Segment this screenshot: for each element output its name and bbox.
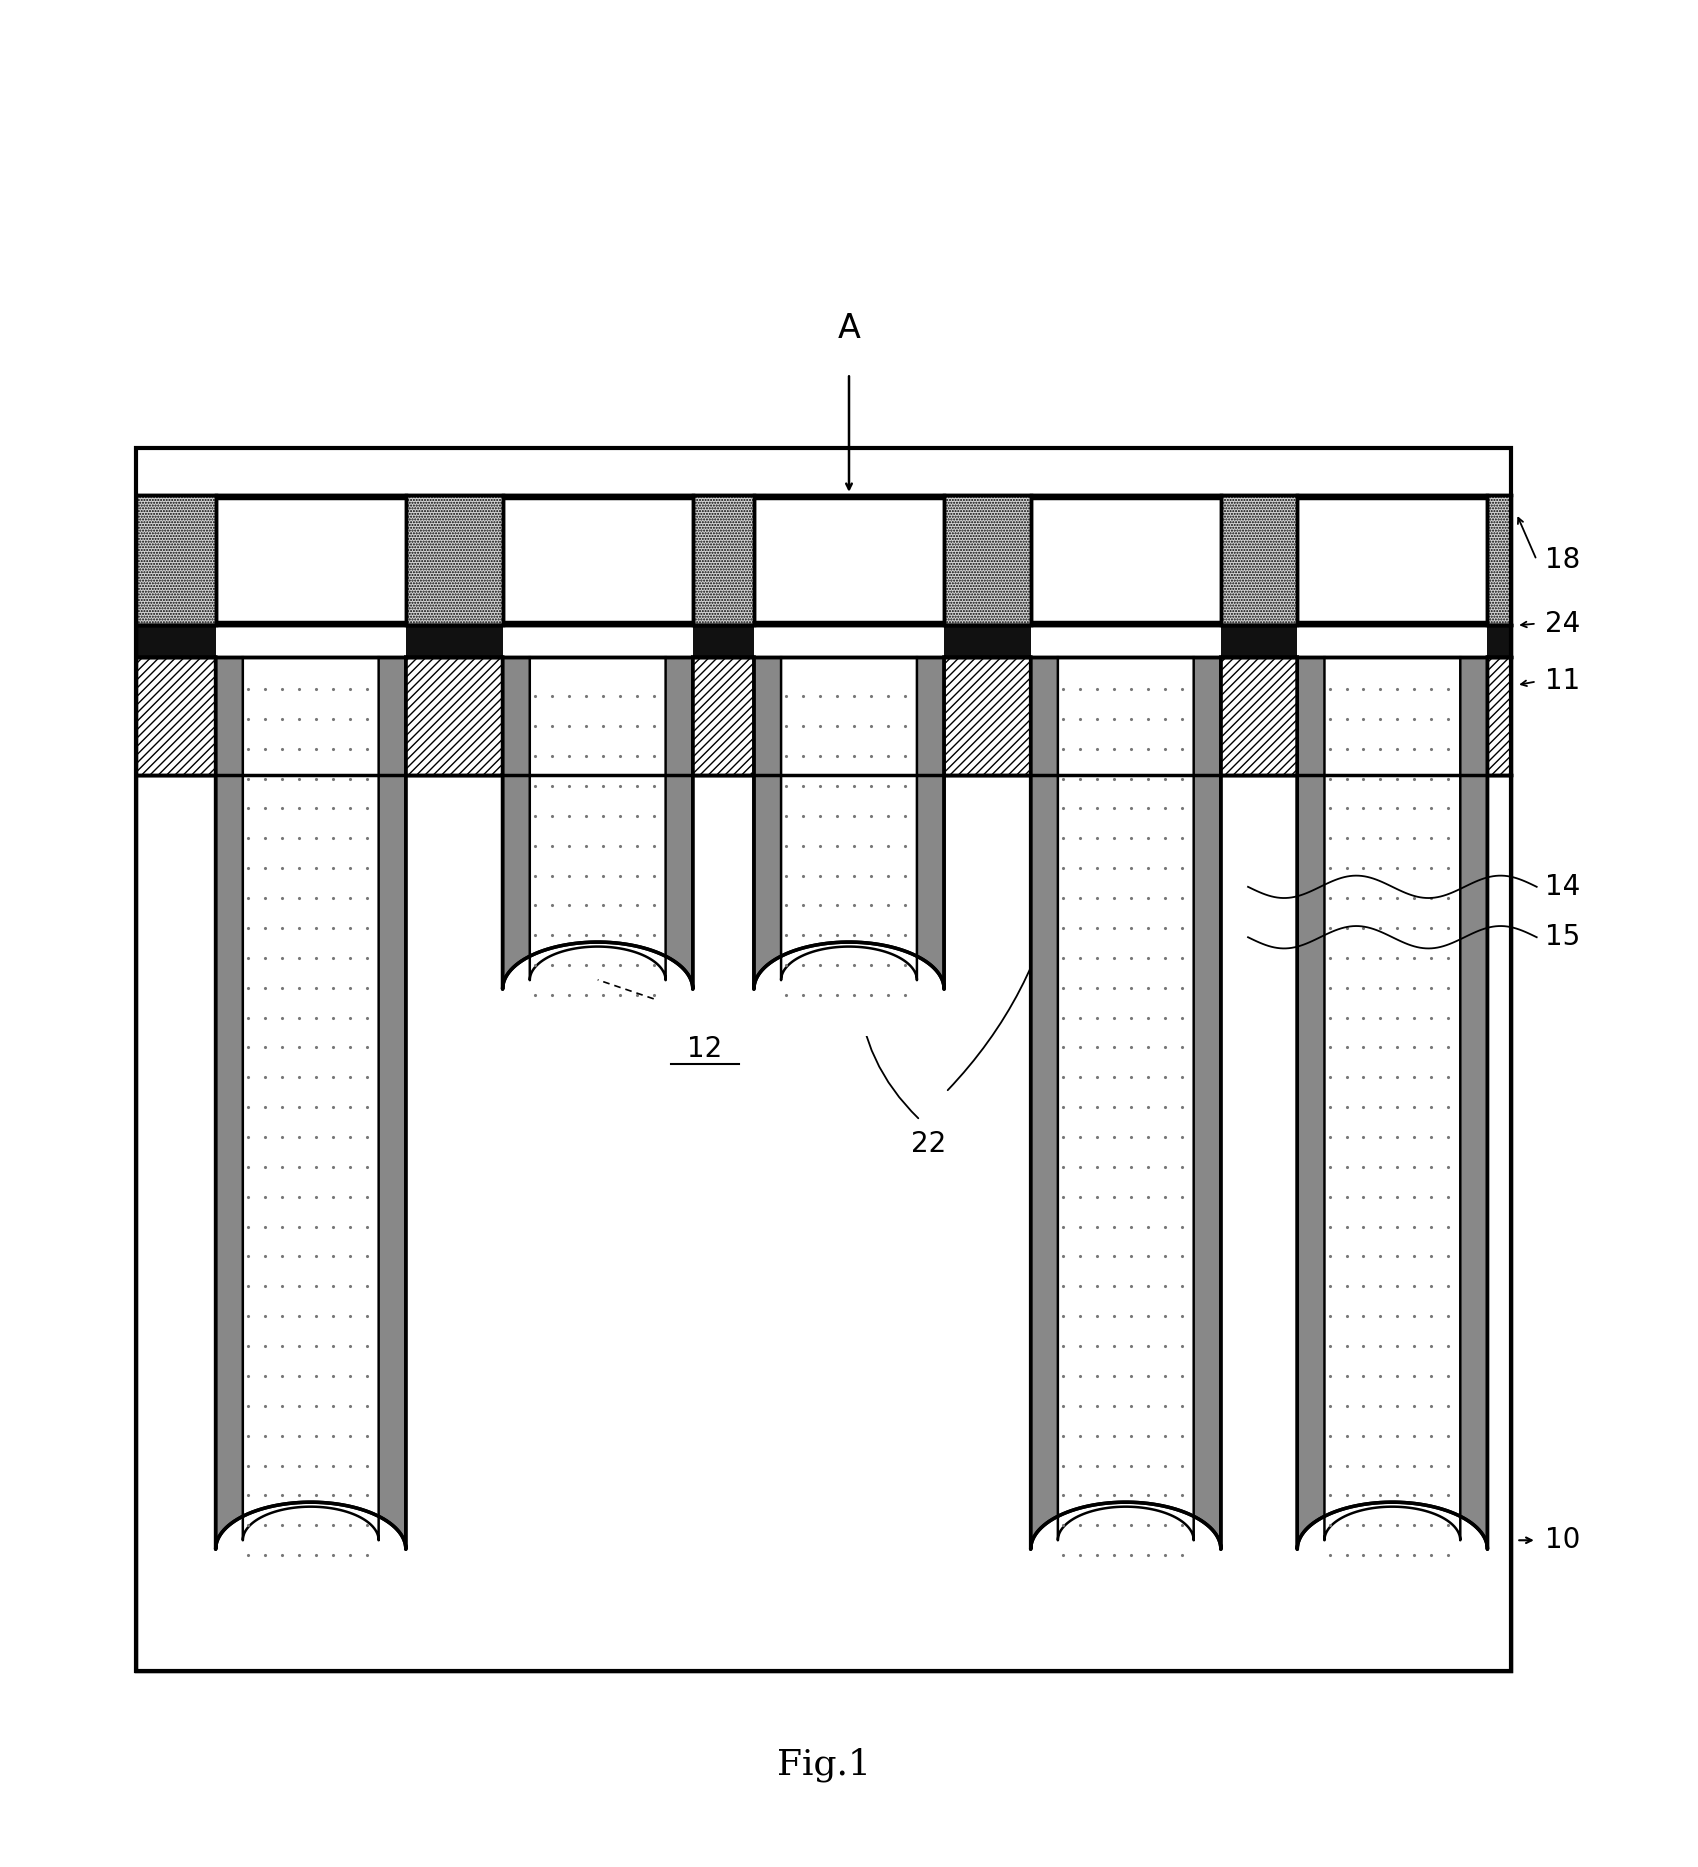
Polygon shape [1297, 657, 1487, 1550]
Polygon shape [243, 657, 379, 1540]
Bar [754, 498, 944, 622]
Polygon shape [1324, 657, 1460, 1540]
Text: 11: 11 [1545, 668, 1581, 695]
Text: 24: 24 [1545, 611, 1581, 637]
Polygon shape [216, 657, 406, 1550]
Polygon shape [1058, 657, 1194, 1540]
Bar [1031, 498, 1221, 622]
Bar [136, 495, 1511, 625]
Text: 10: 10 [1545, 1527, 1581, 1553]
Text: A: A [837, 312, 861, 345]
Polygon shape [216, 657, 406, 1550]
Bar [216, 625, 406, 1671]
Bar [136, 775, 1511, 1671]
Bar [136, 625, 1511, 657]
Bar [1031, 625, 1221, 1671]
Polygon shape [1031, 657, 1221, 1550]
Text: 14: 14 [1545, 874, 1581, 900]
Text: 15: 15 [1545, 924, 1581, 950]
Polygon shape [781, 657, 917, 980]
Bar [136, 448, 1511, 1671]
Bar [503, 625, 693, 1036]
Bar [136, 495, 1511, 1671]
Bar [503, 498, 693, 622]
Polygon shape [1031, 657, 1221, 1550]
Polygon shape [530, 657, 666, 980]
Polygon shape [754, 657, 944, 990]
Bar [1297, 625, 1487, 1671]
Text: 18: 18 [1545, 547, 1581, 573]
Bar [754, 625, 944, 1036]
Text: 26: 26 [637, 967, 671, 993]
Polygon shape [1297, 657, 1487, 1550]
Polygon shape [503, 657, 693, 990]
Bar [1297, 498, 1487, 622]
Polygon shape [754, 657, 944, 990]
Polygon shape [503, 657, 693, 990]
Bar [216, 498, 406, 622]
Bar [136, 657, 1511, 775]
Text: Fig.1: Fig.1 [776, 1748, 871, 1781]
Text: 22: 22 [912, 1130, 946, 1158]
Text: 12: 12 [688, 1036, 722, 1062]
